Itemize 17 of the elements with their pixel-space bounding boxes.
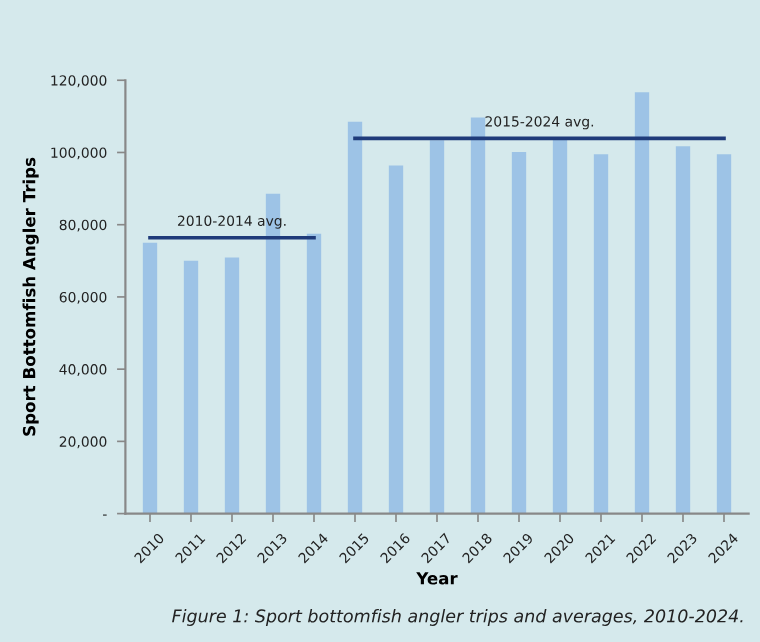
bar (183, 260, 199, 514)
bar (593, 154, 609, 514)
caption: Figure 1: Sport bottomfish angler trips and averages, 2010-2024. (172, 609, 743, 626)
bar (511, 152, 527, 514)
bar (675, 146, 691, 514)
bar (388, 165, 404, 514)
bar (306, 233, 322, 514)
bar (552, 137, 568, 514)
bar (470, 117, 486, 514)
bar (347, 121, 363, 514)
x-axis-title: Year (416, 572, 458, 585)
bar (716, 154, 732, 514)
y-axis-title: Sport Bottomfish Angler Trips (22, 157, 39, 436)
bar (224, 257, 240, 514)
bar (142, 242, 158, 514)
bar (634, 92, 650, 514)
bar (429, 140, 445, 514)
